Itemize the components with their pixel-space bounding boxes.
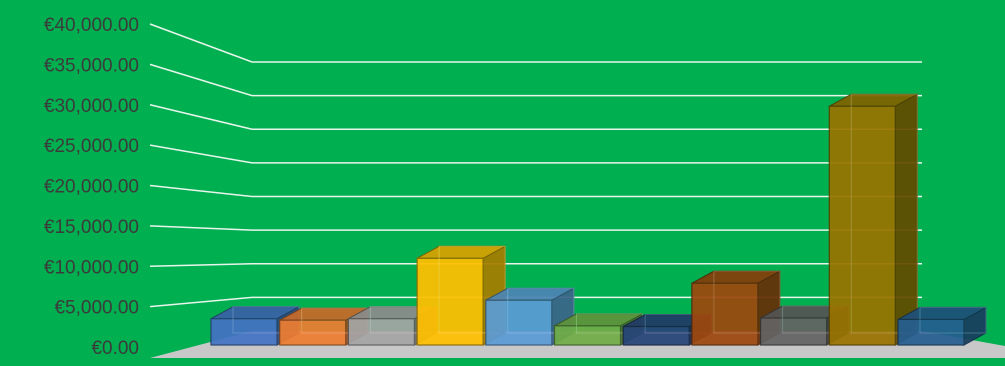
bar-front bbox=[485, 299, 553, 346]
bar-front bbox=[210, 318, 278, 346]
y-tick-label: €35,000.00 bbox=[44, 55, 139, 76]
bar-back-edge bbox=[850, 93, 918, 334]
gridline bbox=[149, 103, 922, 131]
bar-front bbox=[416, 257, 484, 346]
y-tick-label: €0.00 bbox=[91, 338, 139, 359]
bar-back-edge bbox=[507, 287, 575, 334]
bar-side bbox=[894, 93, 918, 346]
bar-front bbox=[347, 318, 415, 346]
y-tick-label: €15,000.00 bbox=[44, 217, 139, 238]
gridline bbox=[149, 184, 922, 198]
y-tick-label: €10,000.00 bbox=[44, 257, 139, 278]
gridline bbox=[149, 225, 922, 231]
bar-front bbox=[828, 105, 896, 346]
y-tick-label: €40,000.00 bbox=[44, 15, 139, 36]
bar-front bbox=[553, 325, 622, 346]
y-axis-tick-labels: €0.00 €5,000.00 €10,000.00 €15,000.00 €20,00… bbox=[44, 15, 139, 359]
bar-back-edge bbox=[713, 270, 781, 334]
bar bbox=[210, 305, 300, 346]
bar-front bbox=[691, 282, 759, 346]
gridline bbox=[149, 262, 922, 268]
y-tick-label: €20,000.00 bbox=[44, 177, 139, 198]
bar bbox=[622, 313, 712, 346]
gridline bbox=[149, 23, 922, 63]
bar bbox=[897, 306, 987, 346]
bar-front bbox=[759, 317, 828, 346]
gridline bbox=[149, 144, 922, 164]
bar-front bbox=[897, 318, 965, 346]
gridlines bbox=[149, 23, 922, 308]
bar bbox=[828, 93, 918, 346]
bar-front bbox=[622, 325, 690, 346]
y-tick-label: €25,000.00 bbox=[44, 136, 139, 157]
y-tick-label: €30,000.00 bbox=[44, 96, 139, 117]
y-tick-label: €5,000.00 bbox=[54, 298, 139, 319]
gridline bbox=[149, 63, 922, 97]
bar-series bbox=[210, 93, 987, 346]
bar-back-edge bbox=[919, 306, 987, 334]
